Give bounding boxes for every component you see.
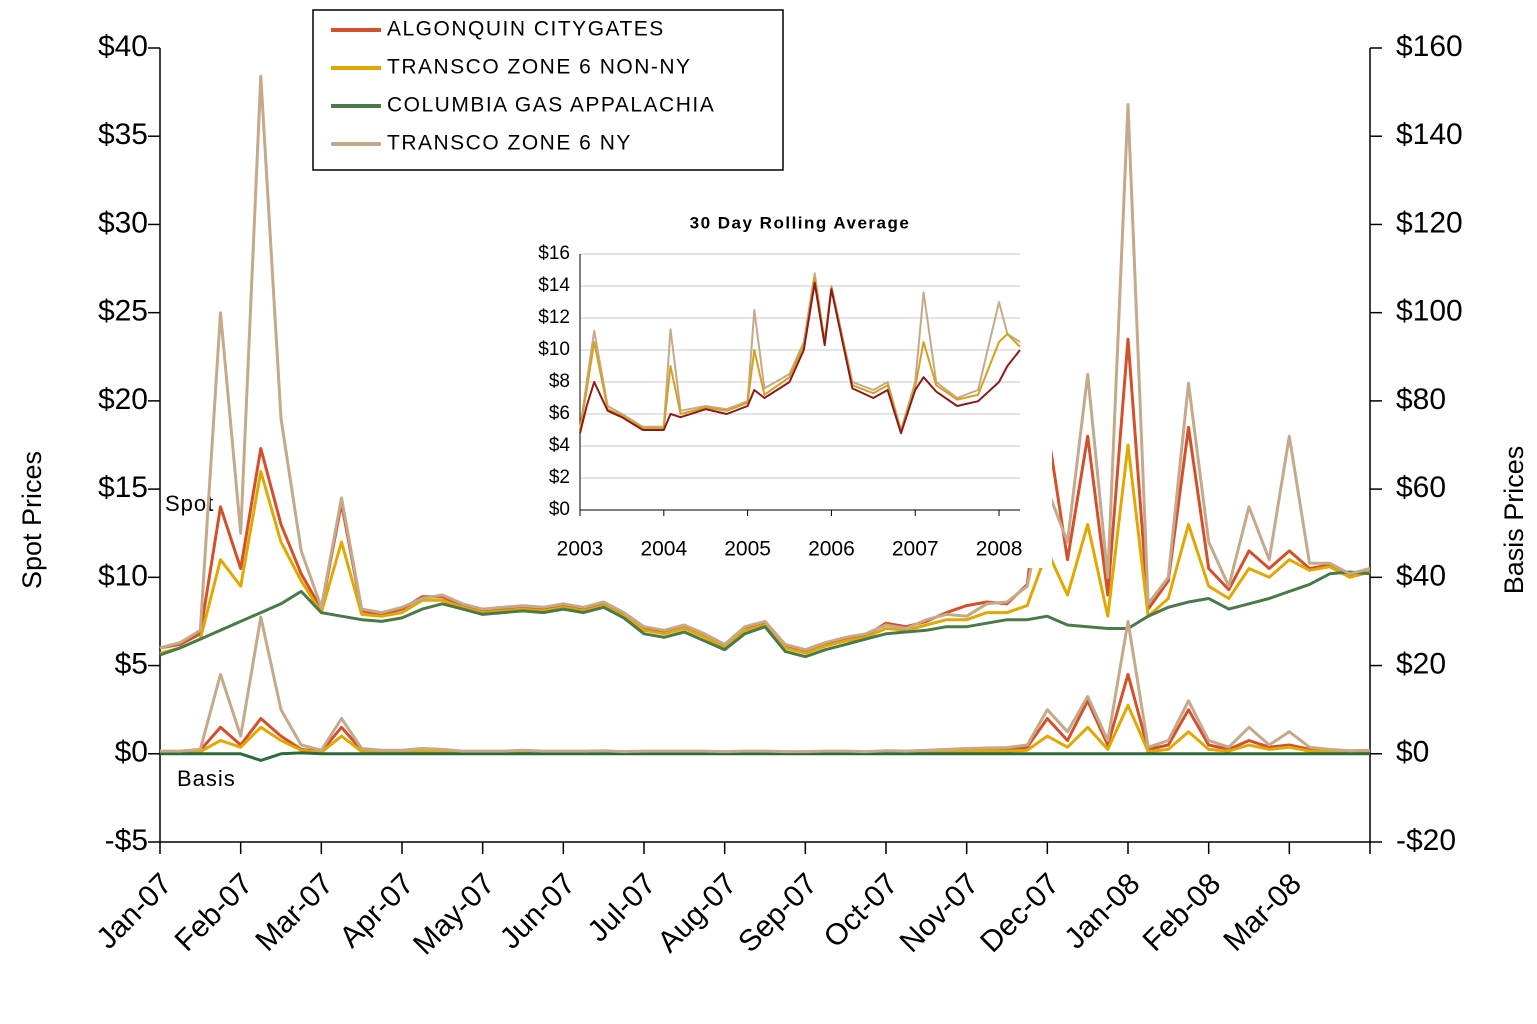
y-tick-label: $10 <box>98 559 148 592</box>
inset-y-tick-label: $8 <box>549 371 570 392</box>
y-tick-label: $15 <box>98 471 148 504</box>
legend-label: ALGONQUIN CITYGATES <box>387 18 665 41</box>
legend-box <box>312 9 784 171</box>
legend-label: TRANSCO ZONE 6 NY <box>387 132 632 155</box>
inset-y-tick-label: $6 <box>549 403 570 424</box>
y-tick-label: $20 <box>98 383 148 416</box>
y2-tick-label: $60 <box>1396 471 1446 504</box>
x-tick-label: Jan-08 <box>1058 867 1146 955</box>
series-line <box>160 615 1371 754</box>
y2-tick-label: $100 <box>1396 295 1463 328</box>
inset-x-tick-label: 2007 <box>892 538 939 561</box>
annotation: Spot <box>165 491 214 516</box>
y-tick-label: $5 <box>115 647 148 680</box>
legend-label: TRANSCO ZONE 6 NON-NY <box>387 56 692 79</box>
x-tick-label: Feb-08 <box>1137 867 1228 958</box>
inset-x-tick-label: 2005 <box>724 538 771 561</box>
y2-axis-label: Basis Prices <box>1499 446 1529 595</box>
inset-x-tick-label: 2003 <box>557 538 604 561</box>
y2-tick-label: $40 <box>1396 559 1446 592</box>
y2-tick-label: -$20 <box>1396 824 1456 857</box>
inset-x-tick-label: 2006 <box>808 538 855 561</box>
y-tick-label: $35 <box>98 118 148 151</box>
inset-y-tick-label: $16 <box>538 243 570 264</box>
inset-y-tick-label: $10 <box>538 339 570 360</box>
y-tick-label: $30 <box>98 206 148 239</box>
x-tick-label: May-07 <box>407 867 501 961</box>
y2-tick-label: $80 <box>1396 383 1446 416</box>
y2-tick-label: $160 <box>1396 30 1463 63</box>
annotation: Basis <box>177 766 236 791</box>
legend-label: COLUMBIA GAS APPALACHIA <box>387 94 715 117</box>
inset-x-tick-label: 2008 <box>976 538 1023 561</box>
inset-line <box>579 281 1021 435</box>
y-tick-label: $25 <box>98 295 148 328</box>
x-tick-label: Feb-07 <box>169 867 260 958</box>
inset-x-tick-label: 2004 <box>640 538 687 561</box>
x-tick-label: Oct-07 <box>818 867 905 954</box>
x-tick-label: Jan-07 <box>90 867 178 955</box>
inset-y-tick-label: $2 <box>549 467 570 488</box>
inset-y-tick-label: $12 <box>538 307 570 328</box>
x-tick-label: Apr-07 <box>334 867 421 954</box>
x-tick-label: Jun-07 <box>494 867 582 955</box>
x-tick-label: Sep-07 <box>732 867 824 959</box>
x-tick-label: Mar-07 <box>249 867 340 958</box>
x-tick-label: Nov-07 <box>893 867 985 959</box>
series-line <box>160 751 1370 762</box>
y-axis-label: Spot Prices <box>17 451 47 589</box>
y-tick-label: -$5 <box>105 824 148 857</box>
inset-title: 30 Day Rolling Average <box>690 213 911 232</box>
inset-y-tick-label: $0 <box>549 499 570 520</box>
y2-tick-label: $20 <box>1396 647 1446 680</box>
x-tick-label: Aug-07 <box>651 867 743 959</box>
x-tick-label: Mar-08 <box>1217 867 1308 958</box>
y2-tick-label: $140 <box>1396 118 1463 151</box>
inset-y-tick-label: $4 <box>549 435 571 456</box>
series-line <box>159 443 1371 655</box>
x-tick-label: Dec-07 <box>974 867 1066 959</box>
y2-tick-label: $0 <box>1396 736 1429 769</box>
series-line <box>159 74 1371 652</box>
series-line <box>160 672 1371 754</box>
y-tick-label: $0 <box>115 736 148 769</box>
y2-tick-label: $120 <box>1396 206 1463 239</box>
series-line <box>159 570 1371 659</box>
y-tick-label: $40 <box>98 30 148 63</box>
x-tick-label: Jul-07 <box>581 867 662 948</box>
inset-y-tick-label: $14 <box>538 275 570 296</box>
